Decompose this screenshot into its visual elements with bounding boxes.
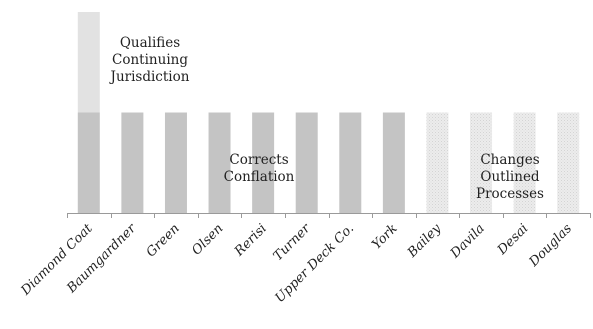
x-tick-label-diamond-coat: Diamond Coat <box>18 221 96 299</box>
annotation-line: Qualifies <box>120 35 180 51</box>
bar-davila-segment-2 <box>470 112 493 213</box>
annotation-line: Outlined <box>480 169 540 185</box>
x-tick-label-turner: Turner <box>271 221 314 264</box>
x-tick-label-desai: Desai <box>494 221 531 258</box>
bar-bailey-segment-2 <box>426 112 449 213</box>
x-axis <box>67 213 591 218</box>
x-tick-label-upper-deck-co: Upper Deck Co. <box>272 221 357 306</box>
bar-diamond-coat-segment-3 <box>77 12 100 113</box>
bar-york-segment-1 <box>382 112 405 213</box>
annotation-line: Jurisdiction <box>109 69 190 85</box>
annotation-line: Changes <box>480 152 539 168</box>
x-tick-label-rerisi: Rerisi <box>231 221 270 260</box>
bars <box>77 12 580 213</box>
x-tick-label-green: Green <box>144 221 183 260</box>
bar-diamond-coat-segment-1 <box>77 112 100 213</box>
annotation-line: Corrects <box>229 152 288 168</box>
bar-green-segment-1 <box>164 112 187 213</box>
x-tick-label-olsen: Olsen <box>189 221 226 258</box>
x-tick-label-douglas: Douglas <box>526 221 575 270</box>
annotation-line: Continuing <box>112 52 188 68</box>
annotation-line: Conflation <box>224 169 295 185</box>
bar-baumgardner-segment-1 <box>121 112 144 213</box>
bar-rerisi-segment-1 <box>252 112 275 213</box>
annotations: QualifiesContinuingJurisdictionCorrectsC… <box>109 35 545 202</box>
bar-turner-segment-1 <box>295 112 318 213</box>
x-tick-label-davila: Davila <box>447 221 488 262</box>
bar-olsen-segment-1 <box>208 112 231 213</box>
bar-douglas-segment-2 <box>557 112 580 213</box>
x-tick-label-york: York <box>369 221 400 252</box>
annotation-line: Processes <box>476 186 544 202</box>
x-tick-label-bailey: Bailey <box>404 221 445 262</box>
bar-desai-segment-2 <box>513 112 536 213</box>
bar-upper-deck-co-segment-1 <box>339 112 362 213</box>
